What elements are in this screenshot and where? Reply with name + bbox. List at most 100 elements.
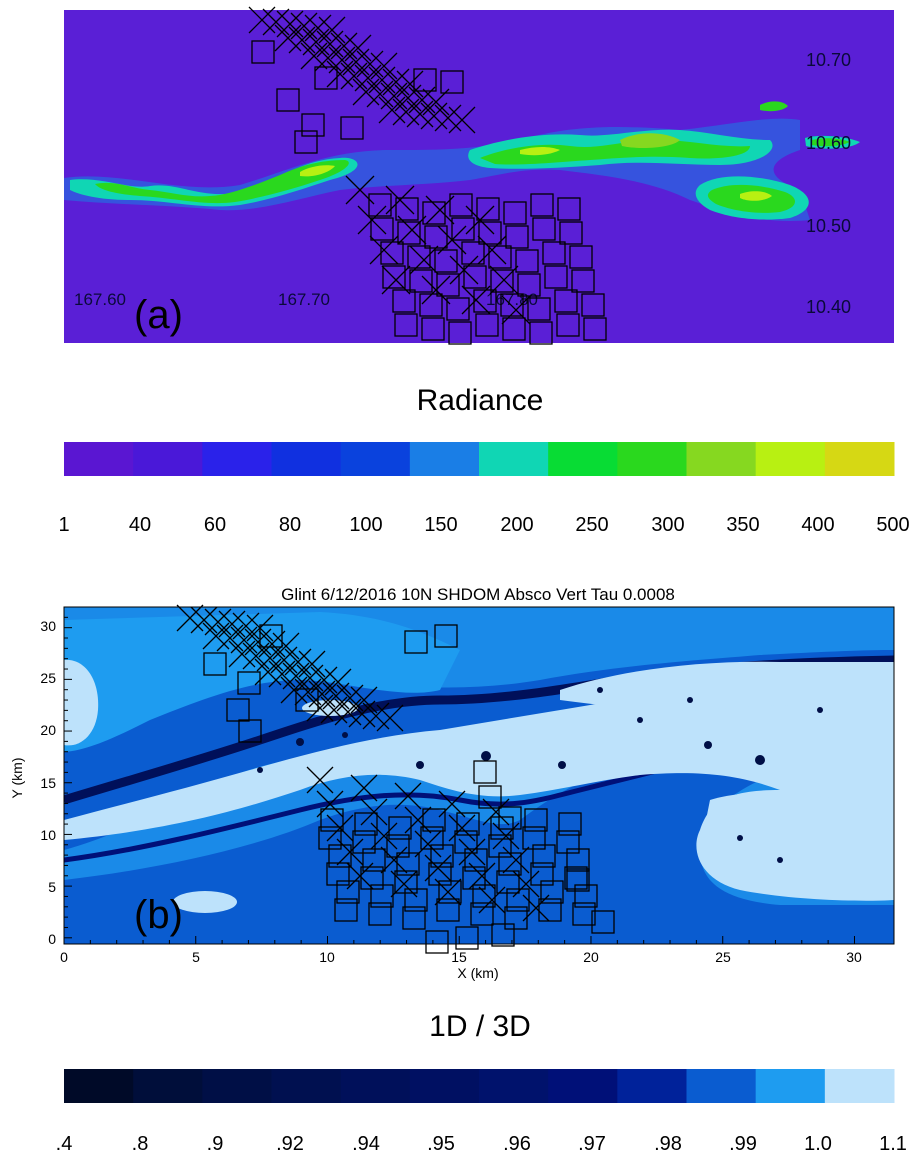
footprint-square-mark xyxy=(409,269,433,293)
footprint-square-mark xyxy=(540,880,564,904)
cloud-band-yellow-1 xyxy=(300,165,335,177)
colorbar-swatch xyxy=(686,442,757,476)
colorbar-swatch xyxy=(133,442,203,476)
footprint-square-mark xyxy=(368,193,392,217)
footprint-x-mark xyxy=(380,846,408,874)
footprint-square-mark xyxy=(434,624,458,648)
footprint-square-mark xyxy=(503,201,527,225)
footprint-x-mark xyxy=(489,265,519,295)
x-tick-label: 5 xyxy=(192,949,200,965)
footprint-x-mark xyxy=(369,235,399,265)
footprint-x-mark xyxy=(296,664,324,692)
footprint-square-mark xyxy=(532,217,556,241)
colorbar-ratio-level: .4 xyxy=(56,1133,73,1155)
colorbar-radiance-level: 400 xyxy=(801,514,834,536)
footprint-square-mark xyxy=(301,113,325,137)
footprint-x-mark xyxy=(357,205,387,235)
footprint-x-mark xyxy=(248,6,276,34)
footprint-square-mark xyxy=(360,866,384,890)
colorbar-swatch xyxy=(409,1069,480,1103)
footprint-square-mark xyxy=(425,930,449,954)
colorbar-swatch xyxy=(409,442,480,476)
cloud-band-green-2 xyxy=(480,140,750,165)
footprint-square-mark xyxy=(396,852,420,876)
footprint-square-mark xyxy=(419,293,443,317)
colorbar-swatch xyxy=(617,442,687,476)
colorbar-radiance-levels: 1 40 60 80 100 150 200 250 300 350 400 5… xyxy=(58,514,909,536)
footprint-x-mark xyxy=(478,886,506,914)
colorbar-radiance-level: 80 xyxy=(279,514,301,536)
footprint-x-mark xyxy=(284,648,312,676)
footprint-square-mark xyxy=(226,698,250,722)
footprint-x-mark xyxy=(320,696,348,724)
colorbar-ratio-levels: .4 .8 .9 .92 .94 .95 .96 .97 .98 .99 1.0… xyxy=(56,1133,907,1155)
footprint-square-mark xyxy=(404,888,428,912)
footprint-x-mark xyxy=(390,870,418,898)
footprint-square-mark xyxy=(522,826,546,850)
footprint-x-mark xyxy=(421,275,451,305)
footprint-square-mark xyxy=(490,816,514,840)
footprint-x-mark xyxy=(204,608,232,636)
footprint-square-mark xyxy=(362,848,386,872)
footprint-square-mark xyxy=(368,902,392,926)
footprint-square-mark xyxy=(404,630,428,654)
footprint-square-mark xyxy=(436,898,460,922)
footprint-x-mark xyxy=(345,175,375,205)
footprint-x-mark xyxy=(282,662,310,690)
footprint-square-mark xyxy=(449,193,473,217)
footprint-x-mark xyxy=(448,106,476,134)
colorbar-swatch xyxy=(686,1069,757,1103)
footprint-x-mark xyxy=(306,766,334,794)
footprint-x-mark xyxy=(244,628,272,656)
footprint-square-mark xyxy=(386,834,410,858)
footprint-x-mark xyxy=(378,96,406,124)
footprint-x-mark xyxy=(298,650,326,678)
footprint-square-mark xyxy=(504,906,528,930)
panel-a-footprint-markers xyxy=(248,6,607,345)
footprint-x-mark xyxy=(406,100,434,128)
footprint-x-mark xyxy=(458,838,486,866)
colorbar-swatch xyxy=(479,442,549,476)
footprint-square-mark xyxy=(498,806,522,830)
footprint-x-mark xyxy=(344,34,372,62)
footprint-x-mark xyxy=(326,60,354,88)
colorbar-swatch xyxy=(340,1069,411,1103)
footprint-square-mark xyxy=(488,245,512,269)
footprint-x-mark xyxy=(366,80,394,108)
footprint-x-mark xyxy=(477,235,507,265)
footprint-square-mark xyxy=(558,812,582,836)
footprint-x-mark xyxy=(409,245,439,275)
footprint-square-mark xyxy=(340,116,364,140)
colorbar-radiance-level: 100 xyxy=(349,514,382,536)
footprint-square-mark xyxy=(420,826,444,850)
footprint-x-mark xyxy=(360,798,388,826)
footprint-x-mark xyxy=(350,686,378,714)
lat-label: 10.70 xyxy=(806,50,851,70)
footprint-x-mark xyxy=(342,48,370,76)
footprint-square-mark xyxy=(498,852,522,876)
footprint-x-mark xyxy=(394,84,422,112)
lat-label: 10.50 xyxy=(806,216,851,236)
cloud-patch-yellow-3 xyxy=(740,191,772,201)
footprint-square-mark xyxy=(559,221,583,245)
colorbar-ratio-level: .96 xyxy=(503,1133,531,1155)
footprint-x-mark xyxy=(424,854,452,882)
footprint-square-mark xyxy=(370,884,394,908)
y-tick-label: 0 xyxy=(48,931,56,947)
footprint-x-mark xyxy=(330,32,358,60)
footprint-x-mark xyxy=(437,225,467,255)
footprint-square-mark xyxy=(556,313,580,337)
footprint-x-mark xyxy=(522,894,550,922)
footprint-square-mark xyxy=(566,848,590,872)
footprint-square-mark xyxy=(472,884,496,908)
colorbar-swatch xyxy=(202,1069,272,1103)
footprint-square-mark xyxy=(334,898,358,922)
footprint-square-mark xyxy=(238,719,262,743)
footprint-x-mark xyxy=(190,606,218,634)
footprint-x-mark xyxy=(368,66,396,94)
footprint-square-mark xyxy=(527,297,551,321)
colorbar-ratio-level: 1.0 xyxy=(804,1133,832,1155)
footprint-square-mark xyxy=(571,269,595,293)
footprint-x-mark xyxy=(326,814,354,842)
footprint-square-mark xyxy=(591,910,615,934)
